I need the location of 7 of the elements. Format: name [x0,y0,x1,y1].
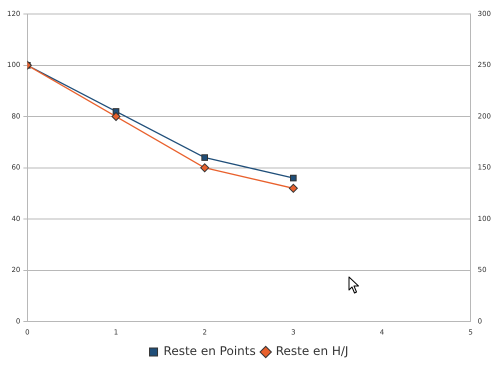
legend-label: Reste en Points [164,344,256,358]
point [288,184,298,193]
legend-label: Reste en H/J [276,344,348,358]
point [201,154,208,161]
point [112,112,121,122]
point [200,163,210,172]
point [290,174,297,182]
